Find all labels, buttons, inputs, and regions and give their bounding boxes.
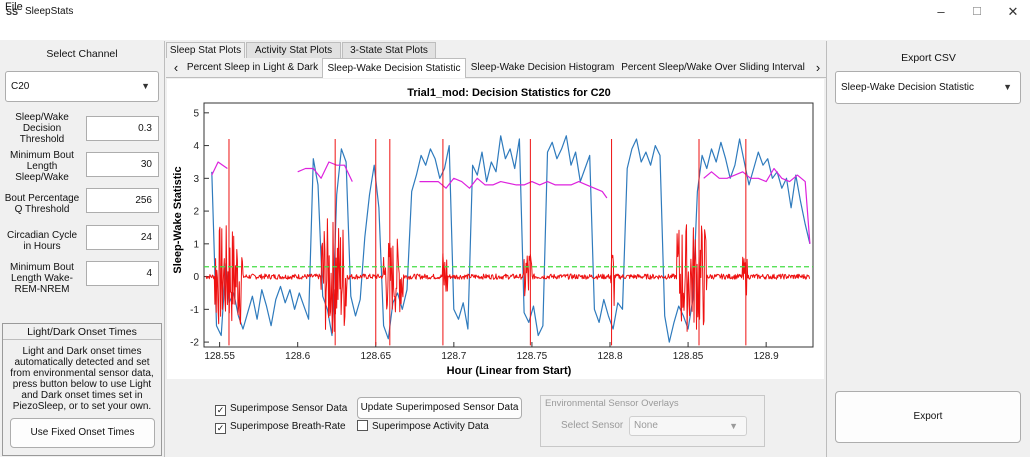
- menu-bar: [0, 24, 1030, 40]
- tab-3-state-stat-plots[interactable]: 3-State Stat Plots: [342, 42, 436, 58]
- decision-statistic-line: [211, 135, 811, 343]
- title-bar: [0, 0, 1030, 24]
- y-tick-label: 2: [193, 207, 199, 218]
- checkbox-label: Superimpose Breath-Rate: [230, 421, 346, 432]
- tab-percent-sleep-wake-sliding[interactable]: Percent Sleep/Wake Over Sliding Interval: [621, 62, 805, 73]
- checkbox-label: Superimpose Sensor Data: [230, 403, 348, 414]
- x-tick-label: 128.55: [204, 351, 235, 362]
- tab-sleep-stat-plots[interactable]: Sleep Stat Plots: [166, 42, 245, 58]
- y-tick-label: -2: [190, 338, 199, 349]
- tab-activity-stat-plots[interactable]: Activity Stat Plots: [246, 42, 341, 58]
- tab-scroll-right-icon[interactable]: ›: [815, 60, 821, 75]
- y-tick-label: 1: [193, 239, 199, 250]
- param-label: Sleep/Wake Decision Threshold: [15, 112, 69, 145]
- sleep-wake-threshold-input[interactable]: 0.3: [86, 116, 159, 141]
- param-label: Circadian Cycle in Hours: [6, 230, 78, 252]
- tab-percent-sleep-light-dark[interactable]: Percent Sleep in Light & Dark: [186, 62, 319, 73]
- tab-scroll-left-icon[interactable]: ‹: [173, 60, 179, 75]
- channel-dropdown[interactable]: C20 ▼: [5, 71, 159, 102]
- y-tick-label: -1: [190, 305, 199, 316]
- onset-times-panel: Light/Dark Onset Times Light and Dark on…: [2, 323, 162, 456]
- select-sensor-label: Select Sensor: [561, 420, 624, 431]
- subtab-strip: [166, 57, 826, 78]
- checkbox-label: Superimpose Activity Data: [372, 421, 489, 432]
- export-button[interactable]: Export: [835, 391, 1021, 443]
- update-sensor-data-button[interactable]: Update Superimposed Sensor Data: [357, 397, 522, 419]
- superimpose-breath-checkbox[interactable]: ✓ Superimpose Breath-Rate: [215, 420, 346, 434]
- chart-title: Trial1_mod: Decision Statistics for C20: [407, 87, 611, 99]
- select-sensor-value: None: [634, 420, 658, 431]
- select-sensor-dropdown[interactable]: None ▼: [629, 416, 747, 436]
- close-button[interactable]: ✕: [1007, 4, 1019, 19]
- y-axis-label: Sleep-Wake Statistic: [172, 166, 184, 273]
- superimpose-activity-checkbox[interactable]: Superimpose Activity Data: [357, 420, 489, 434]
- menu-file[interactable]: File: [5, 1, 23, 13]
- select-channel-title: Select Channel: [46, 48, 118, 60]
- checkbox-checked-icon: ✓: [215, 405, 226, 416]
- breath-rate-line: [419, 177, 608, 199]
- x-tick-label: 128.65: [360, 351, 391, 362]
- x-tick-label: 128.7: [441, 351, 466, 362]
- export-type-value: Sleep-Wake Decision Statistic: [841, 82, 975, 93]
- x-tick-label: 128.8: [597, 351, 622, 362]
- chevron-down-icon: ▼: [141, 81, 150, 91]
- y-tick-label: 5: [193, 108, 199, 119]
- onset-times-description: Light and Dark onset times automatically…: [10, 346, 154, 412]
- x-tick-label: 128.9: [754, 351, 779, 362]
- export-csv-title: Export CSV: [901, 52, 956, 64]
- environmental-sensor-overlays: Environmental Sensor Overlays Select Sen…: [540, 395, 765, 447]
- plot-frame: [203, 102, 814, 348]
- bout-percentage-input[interactable]: 256: [86, 188, 159, 213]
- param-label: Minimum Bout Length Wake-REM-NREM: [10, 262, 74, 295]
- checkbox-checked-icon: ✓: [215, 423, 226, 434]
- min-bout-length-input[interactable]: 30: [86, 152, 159, 177]
- x-tick-label: 128.85: [673, 351, 704, 362]
- env-overlays-title: Environmental Sensor Overlays: [545, 398, 679, 409]
- x-tick-label: 128.6: [285, 351, 310, 362]
- right-panel: Export CSV Sleep-Wake Decision Statistic…: [826, 41, 1030, 457]
- chevron-down-icon: ▼: [1003, 82, 1012, 92]
- breath-rate-line: [211, 161, 228, 176]
- use-fixed-onset-button[interactable]: Use Fixed Onset Times: [10, 418, 155, 448]
- maximize-button[interactable]: ☐: [972, 6, 982, 18]
- breath-rate-line: [703, 167, 811, 244]
- tab-sleep-wake-decision-histogram[interactable]: Sleep-Wake Decision Histogram: [470, 62, 615, 73]
- minimize-button[interactable]: –: [937, 4, 945, 19]
- superimpose-sensor-checkbox[interactable]: ✓ Superimpose Sensor Data: [215, 402, 347, 416]
- tab-sleep-wake-decision-statistic[interactable]: Sleep-Wake Decision Statistic: [322, 58, 466, 78]
- sensor-data-line: [205, 218, 811, 334]
- chevron-down-icon: ▼: [729, 421, 738, 431]
- onset-times-title: Light/Dark Onset Times: [3, 324, 161, 340]
- window-title: SleepStats: [25, 6, 74, 17]
- y-tick-label: 0: [193, 272, 199, 283]
- y-tick-label: 4: [193, 141, 199, 152]
- checkbox-unchecked-icon: [357, 420, 368, 431]
- param-label: Bout Percentage Q Threshold: [4, 193, 80, 215]
- min-bout-wake-rem-input[interactable]: 4: [86, 261, 159, 286]
- y-tick-label: 3: [193, 174, 199, 185]
- breath-rate-line: [297, 161, 353, 182]
- decision-statistic-chart[interactable]: Trial1_mod: Decision Statistics for C20 …: [167, 79, 824, 379]
- x-tick-label: 128.75: [517, 351, 548, 362]
- export-type-dropdown[interactable]: Sleep-Wake Decision Statistic ▼: [835, 71, 1021, 104]
- circadian-cycle-input[interactable]: 24: [86, 225, 159, 250]
- app-icon: SS: [6, 7, 19, 17]
- plot-area: Trial1_mod: Decision Statistics for C20 …: [167, 79, 824, 379]
- x-axis-label: Hour (Linear from Start): [447, 365, 572, 377]
- param-label: Minimum Bout Length Sleep/Wake: [10, 150, 74, 183]
- channel-value: C20: [11, 81, 30, 92]
- left-panel: Select Channel C20 ▼ Sleep/Wake Decision…: [0, 41, 165, 457]
